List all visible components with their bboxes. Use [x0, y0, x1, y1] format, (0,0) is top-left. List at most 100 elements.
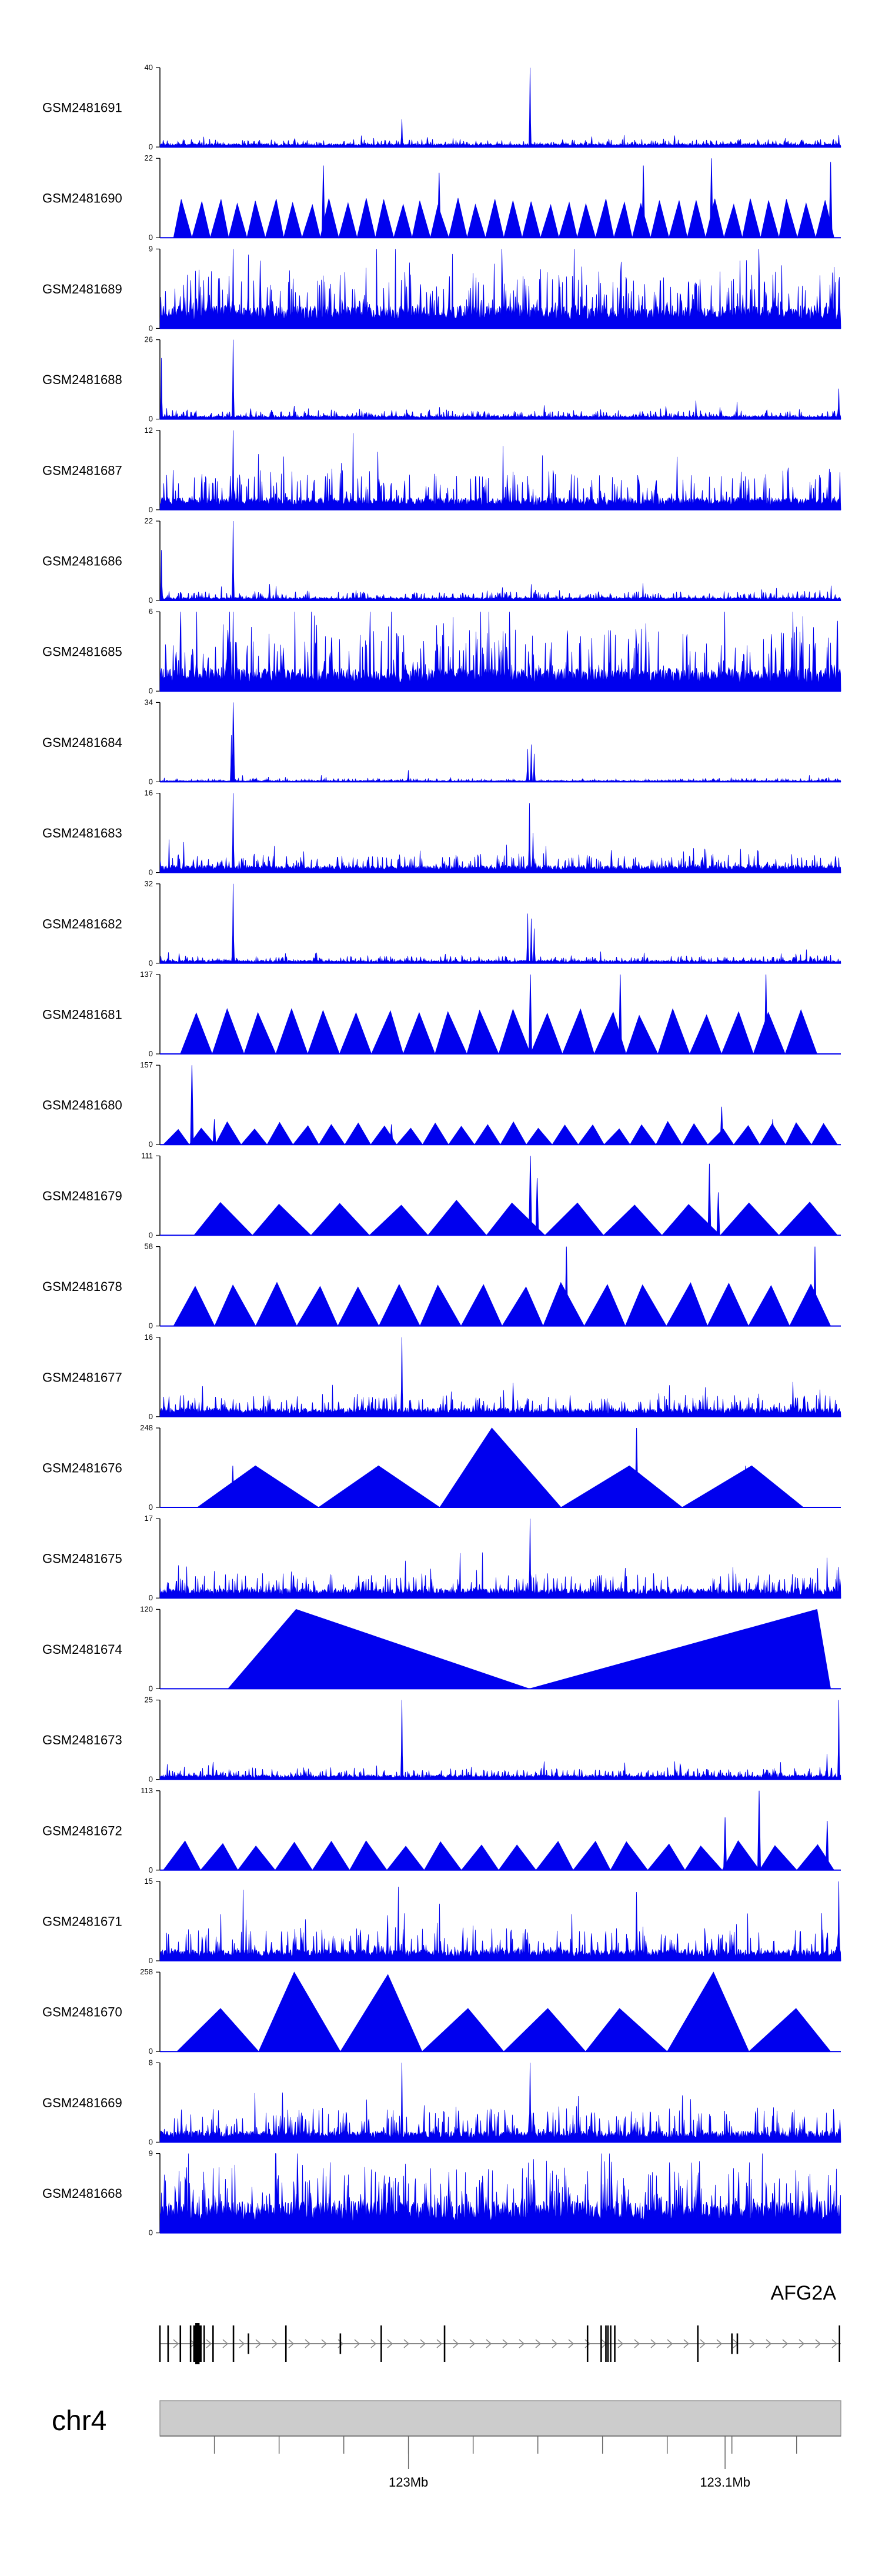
gene-exon: [586, 2325, 589, 2362]
y-tick-label-min: 0: [149, 1049, 153, 1058]
y-tick-label-min: 0: [149, 2137, 153, 2146]
track-label: GSM2481686: [42, 554, 122, 569]
strand-arrow: [815, 2339, 821, 2348]
y-tick-label-min: 0: [149, 415, 153, 423]
strand-arrow: [831, 2339, 838, 2348]
y-tick-label-max: 58: [145, 1242, 153, 1251]
coverage-spike: [230, 1466, 235, 1508]
y-tick-label-max: 120: [140, 1604, 153, 1613]
track-label: GSM2481683: [42, 826, 122, 840]
gene-exon: [600, 2325, 602, 2362]
y-tick-label-max: 22: [145, 154, 153, 162]
track-GSM2481674: GSM2481674 120 0: [42, 1604, 841, 1693]
y-tick-label-max: 157: [140, 1060, 153, 1069]
coverage-spike: [564, 1246, 569, 1327]
coverage-spike: [720, 1106, 724, 1145]
coverage-spike: [757, 1790, 761, 1871]
chromosome-band: [159, 2400, 841, 2437]
track-label: GSM2481691: [42, 101, 122, 115]
y-tick-label-min: 0: [149, 1503, 153, 1511]
track-GSM2481684: GSM2481684 34 0: [42, 698, 841, 786]
gene-name-label: AFG2A: [771, 2282, 837, 2304]
y-tick-label-min: 0: [149, 1322, 153, 1330]
track-label: GSM2481674: [42, 1642, 122, 1657]
coverage-area: [173, 198, 834, 239]
coverage-spike: [618, 974, 622, 1055]
y-tick-label-min: 0: [149, 1866, 153, 1874]
strand-arrow: [321, 2339, 328, 2348]
strand-arrow: [519, 2339, 525, 2348]
track-label: GSM2481684: [42, 735, 122, 750]
strand-arrow: [387, 2339, 393, 2348]
y-tick-label-min: 0: [149, 505, 153, 514]
gene-exon: [610, 2325, 612, 2362]
coverage-spike: [535, 1178, 539, 1236]
track-GSM2481670: GSM2481670 258 0: [42, 1967, 841, 2056]
track-GSM2481677: GSM2481677 16 0: [42, 1333, 841, 1421]
gene-exon: [179, 2325, 182, 2362]
y-tick-label-max: 25: [145, 1696, 153, 1704]
coverage-spike: [437, 172, 441, 238]
y-tick-label-min: 0: [149, 1956, 153, 1965]
coverage-spike: [828, 162, 833, 238]
track-label: GSM2481689: [42, 282, 122, 296]
gene-exon: [380, 2325, 382, 2362]
coverage-area: [159, 67, 841, 148]
gene-exon: [232, 2325, 235, 2362]
strand-arrow: [799, 2339, 805, 2348]
genome-axis-tick-label: 123.1Mb: [700, 2475, 750, 2490]
coverage-spike: [771, 1119, 775, 1145]
y-tick-label-max: 16: [145, 1333, 153, 1342]
y-tick-label-min: 0: [149, 1140, 153, 1149]
coverage-area: [159, 612, 841, 692]
track-label: GSM2481670: [42, 2005, 122, 2020]
strand-arrow: [749, 2339, 756, 2348]
y-tick-label-min: 0: [149, 2047, 153, 2056]
coverage-spike: [389, 1124, 393, 1145]
coverage-area: [159, 883, 841, 964]
y-tick-label-max: 248: [140, 1423, 153, 1432]
track-label: GSM2481668: [42, 2186, 122, 2201]
y-tick-label-max: 22: [145, 516, 153, 525]
coverage-area: [173, 1282, 831, 1327]
y-tick-label-max: 113: [141, 1786, 153, 1795]
gene-exon: [838, 2325, 840, 2362]
y-tick-label-min: 0: [149, 1684, 153, 1693]
track-label: GSM2481678: [42, 1279, 122, 1294]
track-label: GSM2481673: [42, 1733, 122, 1747]
y-tick-label-max: 6: [149, 607, 153, 616]
gene-exon: [189, 2325, 192, 2362]
y-tick-label-max: 137: [140, 970, 153, 979]
chromosome-label: chr4: [52, 2405, 106, 2437]
strand-arrow: [354, 2339, 360, 2348]
track-GSM2481690: GSM2481690 22 0: [42, 154, 841, 242]
gene-exon: [167, 2325, 169, 2362]
strand-arrow: [173, 2339, 179, 2348]
track-GSM2481673: GSM2481673 25 0: [42, 1696, 841, 1784]
track-GSM2481675: GSM2481675 17 0: [42, 1514, 841, 1602]
track-GSM2481672: GSM2481672 113 0: [42, 1786, 841, 1874]
track-GSM2481678: GSM2481678 58 0: [42, 1242, 841, 1330]
gene-exon: [697, 2325, 699, 2362]
gene-exon: [248, 2333, 249, 2354]
coverage-spike: [723, 1817, 727, 1871]
strand-arrow: [370, 2339, 377, 2348]
track-GSM2481681: GSM2481681 137 0: [42, 970, 841, 1058]
strand-arrow: [272, 2339, 278, 2348]
coverage-spike: [528, 974, 532, 1055]
track-label: GSM2481672: [42, 1823, 122, 1838]
coverage-area: [163, 1840, 835, 1871]
track-GSM2481683: GSM2481683 16 0: [42, 789, 841, 877]
coverage-area: [159, 793, 841, 873]
coverage-area: [159, 249, 841, 329]
strand-arrow: [255, 2339, 262, 2348]
strand-arrow: [502, 2339, 509, 2348]
gene-exon: [193, 2325, 196, 2362]
strand-arrow: [453, 2339, 459, 2348]
track-label: GSM2481676: [42, 1461, 122, 1476]
coverage-area: [159, 1519, 841, 1599]
coverage-spike: [764, 974, 768, 1055]
track-GSM2481668: GSM2481668 9 0: [42, 2149, 841, 2237]
track-label: GSM2481677: [42, 1370, 122, 1384]
y-tick-label-min: 0: [149, 323, 153, 332]
